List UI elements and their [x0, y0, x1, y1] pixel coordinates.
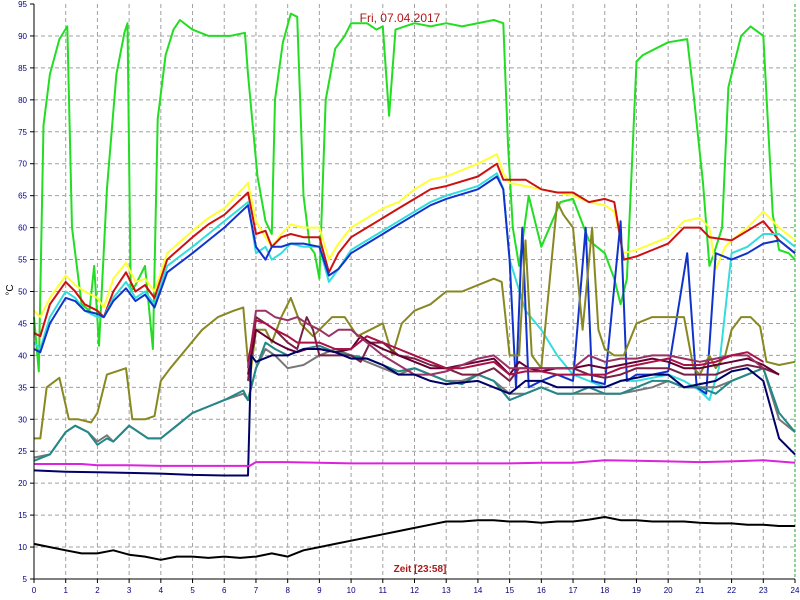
series-line-4	[33, 172, 796, 402]
y-tick-label: 35	[18, 383, 27, 392]
y-tick-label: 50	[18, 288, 27, 297]
x-tick-label: 3	[127, 586, 132, 595]
series-line-2	[33, 153, 796, 319]
y-tick-label: 15	[18, 511, 27, 520]
x-tick-label: 7	[254, 586, 259, 595]
axes	[30, 3, 796, 583]
x-tick-label: 1	[63, 586, 68, 595]
y-tick-label: 65	[18, 192, 27, 201]
x-tick-label: 23	[759, 586, 768, 595]
x-axis-label: Zeit [23:58]	[394, 564, 447, 575]
y-tick-label: 85	[18, 64, 27, 73]
y-tick-label: 25	[18, 447, 27, 456]
series-line-12	[247, 319, 764, 376]
series-line-14	[34, 459, 796, 467]
x-tick-label: 16	[537, 586, 546, 595]
y-tick-label: 20	[18, 479, 27, 488]
x-tick-label: 15	[505, 586, 514, 595]
y-tick-label: 60	[18, 224, 27, 233]
x-tick-label: 22	[727, 586, 736, 595]
x-tick-label: 12	[410, 586, 419, 595]
x-tick-label: 5	[190, 586, 195, 595]
y-tick-label: 70	[18, 160, 27, 169]
series-line-1	[33, 12, 796, 373]
y-tick-label: 95	[18, 0, 27, 9]
x-tick-label: 6	[222, 586, 227, 595]
series-line-13	[33, 348, 796, 477]
y-axis-label: °C	[5, 284, 16, 295]
x-tick-label: 18	[600, 586, 609, 595]
chart-title: Fri, 07.04.2017	[360, 11, 441, 25]
series-line-6	[34, 201, 796, 440]
x-tick-label: 11	[379, 586, 388, 595]
x-tick-label: 14	[473, 586, 482, 595]
x-tick-label: 10	[347, 586, 356, 595]
x-tick-label: 24	[791, 586, 800, 595]
x-tick-label: 4	[159, 586, 164, 595]
series-line-15	[33, 516, 795, 561]
x-tick-label: 19	[632, 586, 641, 595]
series-line-11	[247, 309, 764, 376]
series-line-3	[33, 162, 796, 338]
y-tick-label: 75	[18, 128, 27, 137]
x-tick-label: 9	[317, 586, 322, 595]
y-tick-label: 80	[18, 96, 27, 105]
y-tick-label: 40	[18, 351, 27, 360]
x-tick-label: 13	[442, 586, 451, 595]
x-tick-label: 21	[695, 586, 704, 595]
x-tick-label: 2	[95, 586, 100, 595]
y-tick-label: 5	[23, 575, 28, 584]
x-tick-label: 17	[569, 586, 578, 595]
tick-labels: 0 1 2 3 4 5 6 7 8 9 10 11 12 13 14 15 16 17 18 19 20 21 22 23 24…	[18, 0, 800, 595]
y-tick-label: 55	[18, 256, 27, 265]
y-tick-label: 90	[18, 32, 27, 41]
y-tick-label: 30	[18, 415, 27, 424]
y-tick-label: 45	[18, 319, 27, 328]
x-tick-label: 20	[664, 586, 673, 595]
x-tick-label: 8	[285, 586, 290, 595]
y-tick-label: 10	[18, 543, 27, 552]
series-lines	[33, 12, 796, 561]
x-tick-label: 0	[32, 586, 37, 595]
